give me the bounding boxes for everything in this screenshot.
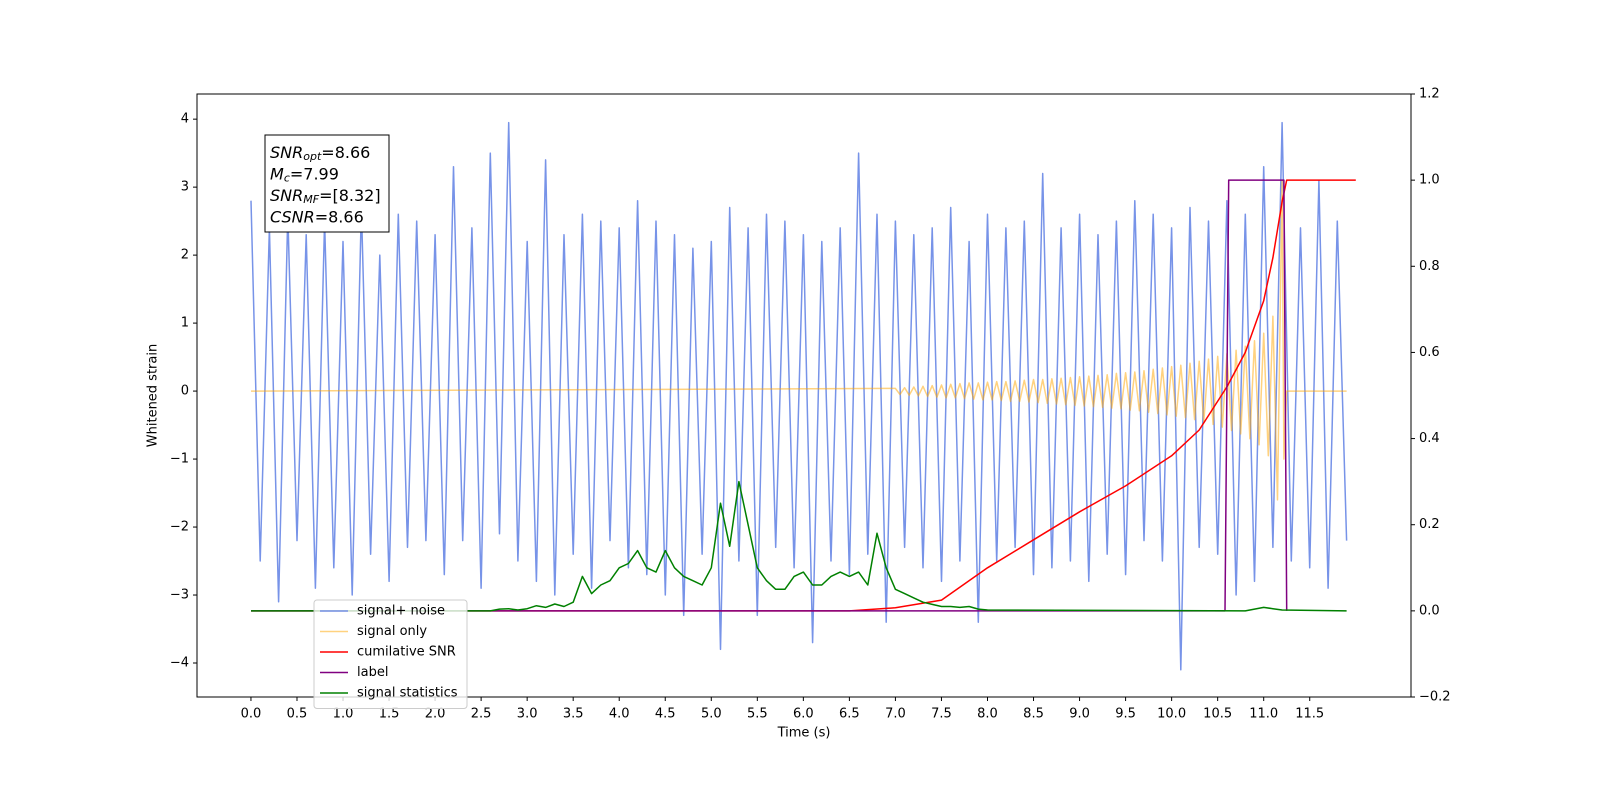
x-tick-label: 2.5: [471, 707, 492, 722]
y-tick-label: 0: [181, 384, 189, 399]
annotation-symbol: CSNR: [270, 207, 315, 226]
y2-tick-label: 0.4: [1419, 431, 1440, 446]
x-tick-label: 1.0: [333, 707, 354, 722]
annotation-text: SNRMF=[8.32]: [270, 186, 381, 207]
x-tick-label: 8.5: [1023, 707, 1044, 722]
plot-frame: [196, 93, 1412, 698]
x-tick-label: 4.5: [655, 707, 676, 722]
x-tick-label: 7.5: [931, 707, 952, 722]
y-tick-label: −4: [170, 656, 189, 671]
x-tick-label: 7.0: [885, 707, 906, 722]
series-line: [250, 179, 1347, 501]
y-tick-label: 3: [181, 180, 189, 195]
annotation-value: =[8.32]: [319, 186, 381, 205]
y2-tick-label: 1.0: [1419, 173, 1440, 188]
series-line: [250, 121, 1348, 671]
x-tick-label: 6.0: [793, 707, 814, 722]
y2-tick-label: 0.0: [1419, 603, 1440, 618]
y-tick-label: −3: [170, 588, 189, 603]
annotation-symbol: SNR: [270, 143, 303, 162]
x-tick-label: 11.5: [1295, 707, 1324, 722]
x-tick-label: 2.0: [425, 707, 446, 722]
legend-label: signal statistics: [357, 686, 458, 701]
annotation-text: SNRopt=8.66: [270, 143, 370, 164]
annotation-value: =8.66: [321, 143, 370, 162]
annotation-symbol: SNR: [270, 186, 303, 205]
y-tick-label: 2: [181, 248, 189, 263]
annotation-subscript: opt: [303, 150, 322, 163]
annotation-frame: [264, 134, 390, 233]
x-tick-label: 1.5: [379, 707, 400, 722]
annotation-text: CSNR=8.66: [270, 207, 364, 226]
annotation-value: =8.66: [315, 207, 364, 226]
x-tick-label: 8.0: [977, 707, 998, 722]
x-axis-label: Time (s): [777, 726, 831, 741]
legend-frame: [313, 599, 468, 709]
y-tick-label: 4: [181, 112, 189, 127]
x-tick-label: 0.0: [241, 707, 262, 722]
x-tick-label: 5.0: [701, 707, 722, 722]
legend-label: signal+ noise: [357, 604, 445, 619]
y2-tick-label: 0.8: [1419, 259, 1440, 274]
x-tick-label: 9.0: [1069, 707, 1090, 722]
y2-tick-label: 0.2: [1419, 517, 1440, 532]
annotation-symbol: M: [270, 164, 284, 183]
legend-label: cumilative SNR: [357, 645, 456, 660]
legend-label: signal only: [357, 624, 427, 639]
x-tick-label: 0.5: [287, 707, 308, 722]
x-tick-label: 5.5: [747, 707, 768, 722]
x-tick-label: 10.0: [1157, 707, 1186, 722]
series-line: [251, 480, 1347, 612]
annotation-subscript: c: [284, 172, 290, 185]
y-tick-label: −1: [170, 452, 189, 467]
x-tick-label: 4.0: [609, 707, 630, 722]
y-tick-label: −2: [170, 520, 189, 535]
y-axis-label: Whitened strain: [146, 344, 161, 447]
y2-tick-label: 1.2: [1419, 87, 1440, 102]
series-line: [251, 179, 1288, 612]
x-tick-label: 10.5: [1203, 707, 1232, 722]
x-tick-label: 3.0: [517, 707, 538, 722]
legend-label: label: [357, 665, 388, 680]
legend: signal+ noise signal only cumilative SNR la…: [313, 599, 468, 709]
x-tick-label: 9.5: [1115, 707, 1136, 722]
annotation-value: =7.99: [290, 164, 339, 183]
y-tick-label: 1: [181, 316, 189, 331]
annotation-text: Mc=7.99: [270, 164, 339, 185]
x-tick-label: 3.5: [563, 707, 584, 722]
x-tick-label: 11.0: [1249, 707, 1278, 722]
y2-tick-label: −0.2: [1419, 690, 1451, 705]
x-tick-label: 6.5: [839, 707, 860, 722]
y2-tick-label: 0.6: [1419, 345, 1440, 360]
annotation-subscript: MF: [303, 193, 319, 206]
